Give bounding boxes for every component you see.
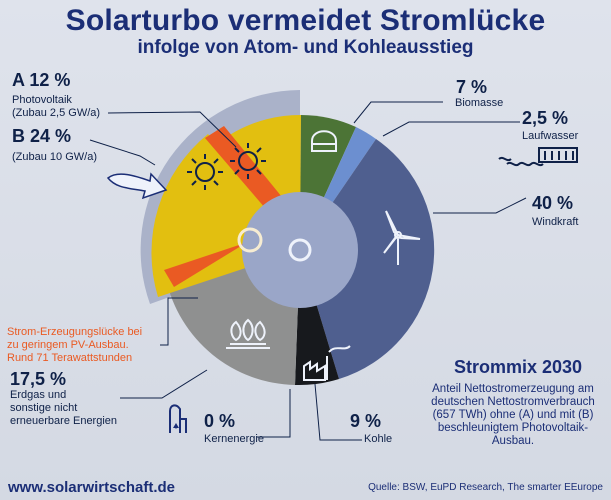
arrow-icon — [106, 172, 168, 200]
label-gas-value: 17,5 % — [10, 369, 67, 389]
mix-line-3: (657 TWh) ohne (A) und mit (B) — [432, 409, 594, 421]
solar-ring — [237, 227, 263, 253]
line-gas — [120, 369, 208, 399]
mix-line-5: Ausbau. — [491, 435, 535, 447]
label-a-desc-2: (Zubau 2,5 GW/a) — [12, 107, 101, 119]
gap-line-2: zu geringem PV-Ausbau. — [7, 339, 129, 351]
line-coal — [314, 383, 362, 441]
mix-line-4: beschleunigtem Photovoltaik- — [437, 422, 589, 434]
biomass-icon — [311, 130, 337, 152]
website-link[interactable]: www.solarwirtschaft.de — [8, 479, 175, 496]
label-wind-value: 40 % — [532, 193, 574, 213]
label-b-desc: (Zubau 10 GW/a) — [12, 151, 97, 163]
line-gap — [160, 297, 198, 346]
water-icon — [498, 147, 578, 167]
sun-icon — [230, 143, 266, 179]
center-disk — [242, 192, 358, 308]
label-nuclear-value: 0 % — [204, 411, 236, 431]
sun-icon — [187, 154, 223, 190]
line-biomass — [353, 101, 443, 124]
radioactive-icon — [169, 404, 187, 433]
label-gas-desc-1: Erdgas und — [10, 389, 67, 401]
label-nuclear: Kernenergie — [204, 433, 264, 445]
label-a-desc-1: Photovoltaik — [12, 94, 72, 106]
label-coal-value: 9 % — [350, 411, 382, 431]
line-b — [89, 139, 156, 166]
gas-flame-icon — [226, 318, 270, 349]
line-a — [107, 111, 237, 148]
line-wind — [433, 197, 527, 214]
label-gas-desc-3: erneuerbare Energien — [10, 415, 118, 427]
wind-turbine-icon — [383, 210, 421, 265]
source-text: Quelle: BSW, EuPD Research, The smarter … — [368, 482, 603, 493]
label-run-water-value: 2,5 % — [522, 108, 569, 128]
page-title: Solarturbo vermeidet Stromlücke — [65, 4, 546, 37]
label-wind: Windkraft — [532, 216, 579, 228]
label-run-water: Laufwasser — [522, 130, 579, 142]
mix-line-2: deutschen Nettostromverbrauch — [431, 396, 595, 408]
mix-title: Strommix 2030 — [454, 357, 583, 377]
label-b-value: B 24 % — [12, 126, 72, 146]
label-biomass-value: 7 % — [456, 77, 488, 97]
center-ring — [288, 238, 312, 262]
wind-slice — [300, 139, 435, 379]
label-gas-desc-2: sonstige nicht — [10, 402, 78, 414]
page-subtitle: infolge von Atom- und Kohleausstieg — [137, 37, 474, 58]
line-nuclear — [257, 389, 291, 438]
gap-line-1: Strom-Erzeugungslücke bei — [7, 326, 143, 338]
label-biomass: Biomasse — [455, 97, 504, 109]
mix-line-1: Anteil Nettostromerzeugung am — [432, 383, 594, 395]
gap-line-3: Rund 71 Terawattstunden — [7, 352, 133, 364]
label-a-value: A 12 % — [12, 70, 71, 90]
line-run — [382, 121, 520, 137]
label-coal: Kohle — [364, 433, 393, 445]
factory-icon — [303, 345, 351, 381]
